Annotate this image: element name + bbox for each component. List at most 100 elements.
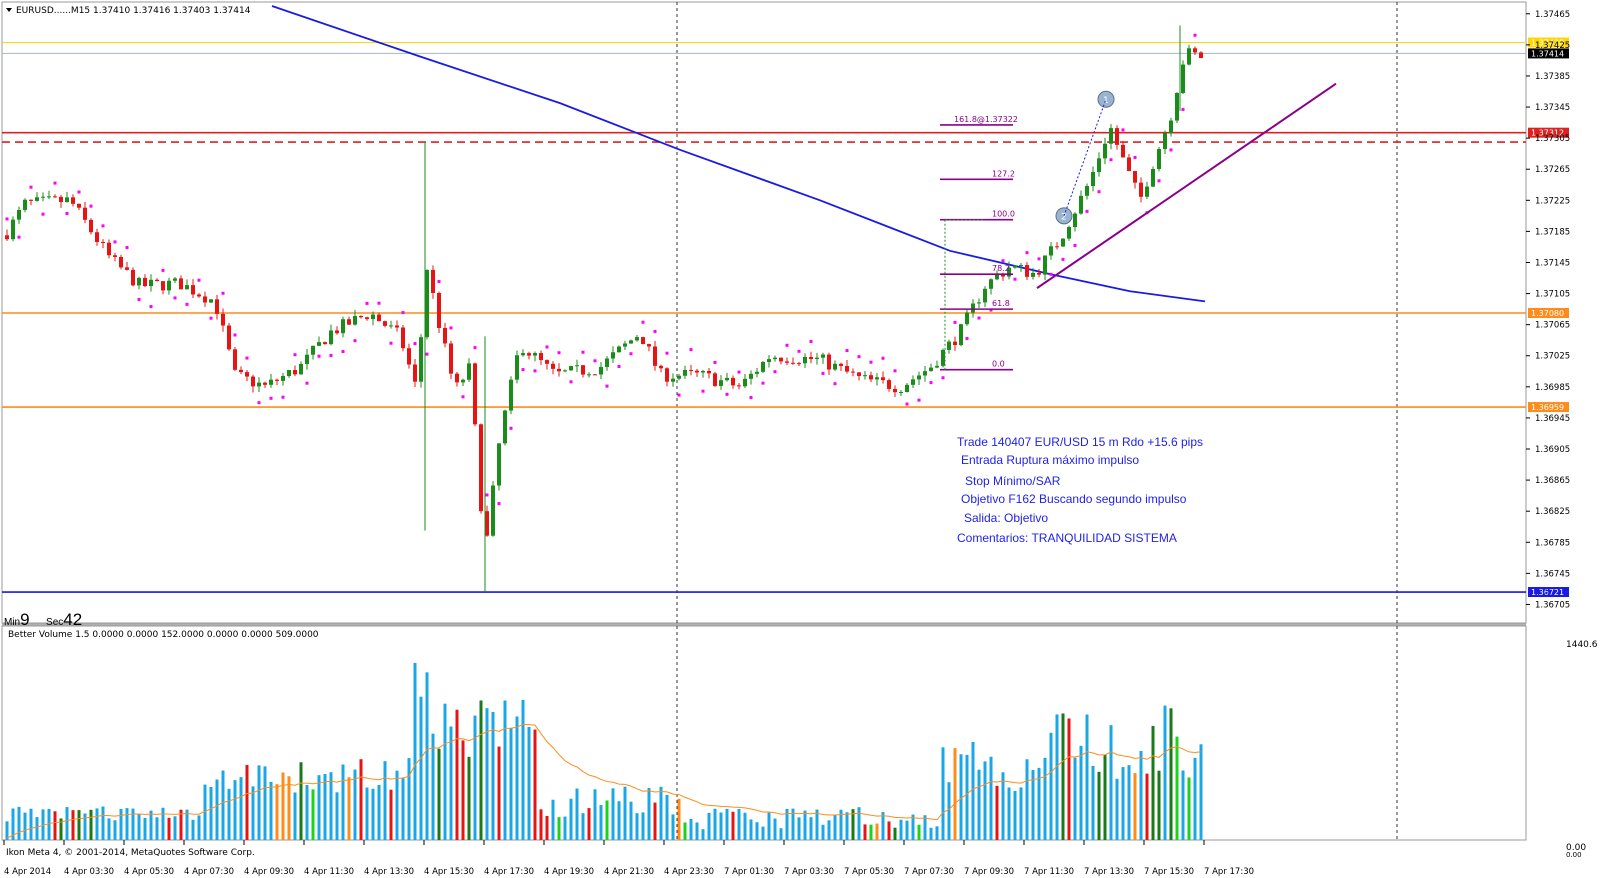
- candle-body: [701, 370, 705, 373]
- candle-body: [143, 277, 147, 287]
- candle-body: [569, 366, 573, 371]
- sar-dot: [1169, 148, 1173, 152]
- volume-bar: [101, 806, 105, 840]
- volume-bar: [401, 777, 405, 840]
- candle-body: [563, 370, 567, 372]
- fibonacci-expansion[interactable]: 161.8@1.37322 127.2 100.0 78.2 61.8 0.0: [940, 115, 1018, 371]
- candle-body: [1193, 48, 1197, 53]
- candle-body: [329, 330, 333, 345]
- sar-dot: [425, 352, 429, 356]
- candle-body: [575, 365, 579, 367]
- volume-bar: [1085, 714, 1089, 840]
- volume-bar: [695, 822, 699, 840]
- candle-body: [479, 424, 483, 512]
- candle-body: [509, 379, 513, 411]
- sar-dot: [653, 329, 657, 333]
- volume-bar: [929, 827, 933, 840]
- candle-body: [959, 324, 963, 346]
- fib-level-label: 161.8@1.37322: [954, 115, 1018, 124]
- dropdown-arrow-icon[interactable]: [6, 8, 12, 12]
- candle-body: [419, 337, 423, 382]
- candle-body: [1079, 195, 1083, 214]
- time-tick-label: 4 Apr 05:30: [124, 867, 174, 877]
- candle-body: [407, 348, 411, 365]
- candle-body: [923, 371, 927, 376]
- volume-bar: [305, 785, 309, 840]
- candle-body: [767, 359, 771, 363]
- level-price-badge: [1528, 37, 1569, 48]
- sar-dot: [773, 370, 777, 374]
- volume-panel[interactable]: [1, 625, 1527, 841]
- candle-body: [155, 279, 159, 282]
- volume-bar: [203, 784, 207, 840]
- candle-body: [299, 364, 303, 375]
- indicator-label: Better Volume 1.5 0.0000 0.0000 152.0000…: [8, 630, 319, 640]
- volume-bar: [755, 822, 759, 840]
- volume-bar: [197, 815, 201, 840]
- candle-body: [131, 269, 135, 286]
- volume-bar: [1175, 736, 1179, 840]
- candle-body: [473, 363, 477, 425]
- sar-dot: [17, 235, 21, 239]
- sar-dot: [161, 268, 165, 272]
- sar-dot: [629, 352, 633, 356]
- volume-bar: [611, 788, 615, 840]
- volume-bar: [803, 810, 807, 840]
- volume-bar: [59, 818, 63, 840]
- sar-dot: [917, 398, 921, 402]
- volume-bar: [281, 772, 285, 840]
- volume-bar: [1199, 744, 1203, 840]
- trendline[interactable]: [1036, 82, 1337, 289]
- volume-bar: [23, 812, 27, 840]
- volume-bar: [239, 777, 243, 840]
- volume-bar: [1121, 767, 1125, 840]
- volume-bar: [887, 821, 891, 840]
- candle-body: [1169, 120, 1173, 134]
- candle-body: [1139, 182, 1143, 197]
- trade-note-stop: Stop Mínimo/SAR: [965, 474, 1061, 488]
- volume-bar: [947, 782, 951, 840]
- volume-bar: [1163, 705, 1167, 840]
- sar-dot: [149, 305, 153, 309]
- volume-bar: [689, 818, 693, 840]
- volume-bar: [827, 820, 831, 840]
- candle-body: [1091, 172, 1095, 187]
- price-tick-label: 1.37265: [1535, 165, 1570, 175]
- candle-body: [257, 382, 261, 387]
- candle-body: [95, 232, 99, 242]
- volume-bar: [257, 765, 261, 840]
- volume-bar: [1091, 765, 1095, 840]
- time-tick-label: 7 Apr 07:30: [904, 867, 954, 877]
- candle-body: [1073, 213, 1077, 227]
- level-price-label: 1.37080: [1531, 309, 1564, 318]
- candle-body: [233, 349, 237, 370]
- candle-body: [791, 362, 795, 364]
- volume-bar: [341, 764, 345, 840]
- ma-polyline: [271, 5, 1206, 303]
- candle-body: [833, 363, 837, 370]
- volume-bar: [557, 817, 561, 840]
- indicator-scale-zero-2: 0.00: [1566, 851, 1582, 859]
- candle-body: [785, 361, 789, 363]
- candle-body: [443, 327, 447, 344]
- candle-body: [377, 314, 381, 322]
- volume-bar: [389, 789, 393, 840]
- candle-body: [269, 379, 273, 385]
- level-price-label: 1.37428: [1531, 39, 1564, 48]
- volume-bar: [857, 807, 861, 840]
- candle-body: [425, 269, 429, 338]
- sar-dot: [809, 339, 813, 343]
- candle-body: [659, 365, 663, 369]
- volume-bar: [707, 812, 711, 840]
- sar-dot: [797, 349, 801, 353]
- candle-body: [743, 378, 747, 387]
- sar-dot: [353, 339, 357, 343]
- volume-bar: [293, 792, 297, 840]
- volume-bar: [923, 815, 927, 840]
- volume-bar: [749, 819, 753, 840]
- price-tick-label: 1.37425: [1535, 41, 1570, 51]
- volume-bar: [275, 784, 279, 840]
- candle-body: [839, 363, 843, 366]
- candle-body: [695, 370, 699, 373]
